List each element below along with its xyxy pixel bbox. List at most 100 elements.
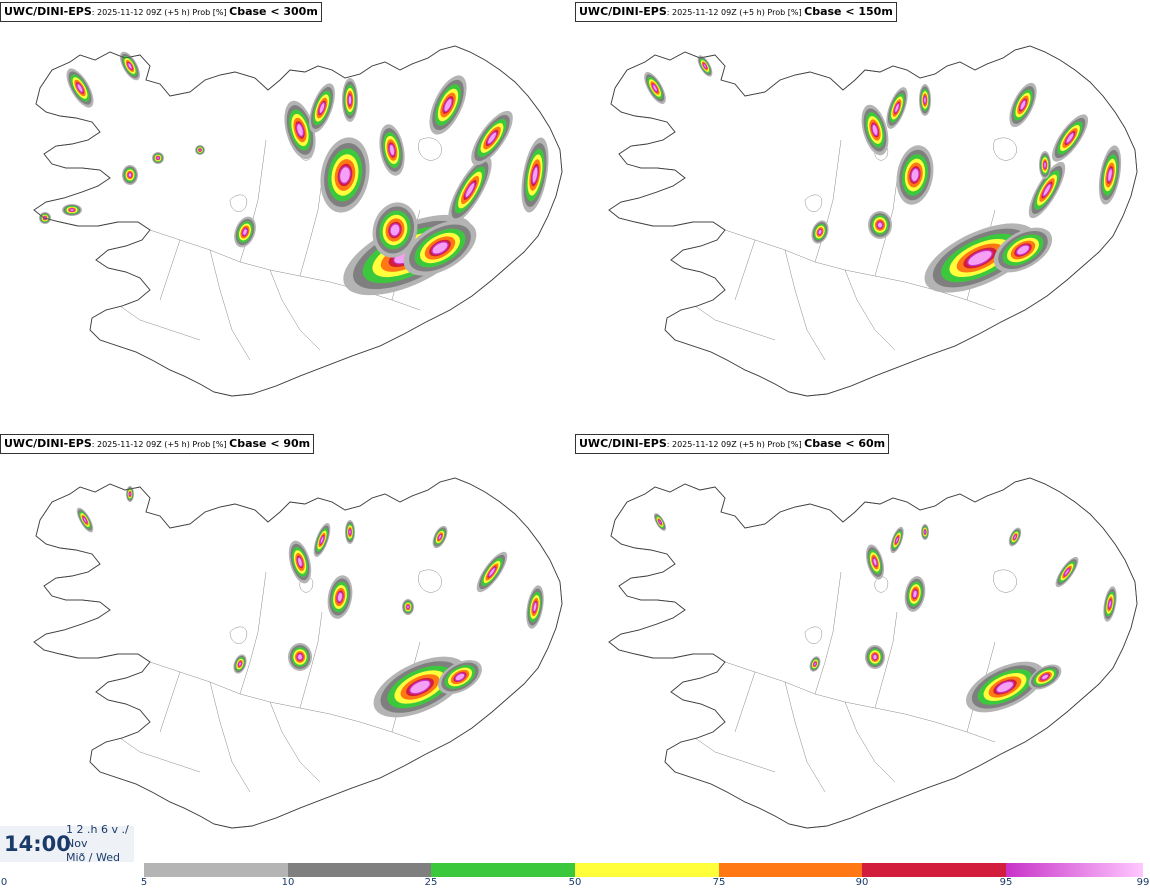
probability-contour	[295, 122, 305, 138]
probability-contour	[319, 535, 325, 545]
model-name: UWC/DINI-EPS	[579, 5, 667, 18]
probability-contour	[894, 102, 900, 114]
probability-contour	[336, 591, 344, 603]
probability-contour	[532, 601, 538, 613]
legend-tick-label: 90	[855, 877, 869, 888]
probability-contour	[1013, 534, 1017, 540]
legend-color-bin	[431, 863, 575, 877]
probability-contour	[339, 166, 351, 184]
legend-tick-label: 95	[999, 877, 1013, 888]
boundary-line	[694, 737, 776, 773]
probability-contour	[872, 557, 878, 567]
valid-time-weekday: Mið / Wed	[66, 851, 120, 862]
color-legend: 0 5 10 25 50 75 90 95 99	[0, 862, 1150, 891]
panel-title: UWC/DINI-EPS: 2025-11-12 09Z (+5 h) Prob…	[575, 2, 897, 22]
legend-color-bin	[575, 863, 719, 877]
legend-tick-label: 5	[140, 877, 148, 888]
probability-contour	[1106, 167, 1114, 183]
probability-contour	[437, 533, 443, 541]
probability-contour	[1063, 568, 1071, 576]
probability-contour	[388, 143, 396, 157]
boundary-line	[784, 681, 826, 793]
run-info: : 2025-11-12 09Z (+5 h) Prob [%]	[666, 440, 805, 449]
probability-contour	[871, 123, 879, 137]
legend-tick-label: 0	[0, 877, 8, 888]
map-panel-cbase-60: UWC/DINI-EPS: 2025-11-12 09Z (+5 h) Prob…	[575, 432, 1150, 862]
probability-contour	[389, 223, 401, 237]
probability-contour	[910, 167, 920, 183]
legend-color-bin	[144, 863, 288, 877]
probability-contour	[894, 536, 900, 544]
probability-contour	[872, 653, 878, 661]
boundary-line	[299, 611, 323, 709]
legend-color-bin	[862, 863, 1006, 877]
boundary-line	[418, 137, 442, 161]
probability-contour	[702, 63, 708, 69]
run-info: : 2025-11-12 09Z (+5 h) Prob [%]	[91, 8, 230, 17]
probability-contour	[464, 182, 476, 198]
probability-contour	[1015, 244, 1031, 256]
boundary-line	[159, 239, 181, 301]
boundary-line	[874, 611, 898, 709]
boundary-line	[844, 701, 896, 783]
probability-contour	[1043, 161, 1047, 169]
probability-contour	[127, 172, 133, 178]
boundary-line	[904, 281, 996, 311]
iceland-map	[608, 477, 1138, 829]
legend-tick-label: 50	[568, 877, 582, 888]
probability-contour	[658, 519, 662, 525]
probability-contour	[813, 661, 817, 667]
probability-contour	[128, 491, 132, 497]
probability-contour	[1107, 599, 1113, 609]
legend-tick-label: 99	[1136, 877, 1150, 888]
parameter-label: Cbase < 90m	[229, 437, 311, 450]
parameter-label: Cbase < 300m	[229, 5, 318, 18]
probability-contour	[237, 661, 243, 667]
probability-contour	[1040, 673, 1050, 681]
panel-title: UWC/DINI-EPS: 2025-11-12 09Z (+5 h) Prob…	[0, 2, 322, 22]
boundary-line	[119, 305, 201, 341]
boundary-line	[814, 571, 842, 695]
boundary-line	[784, 249, 826, 361]
valid-time-date-line: 1 2 .h 6 v ./	[66, 823, 129, 836]
parameter-label: Cbase < 60m	[804, 437, 886, 450]
probability-contour	[1065, 132, 1075, 144]
probability-contour	[531, 166, 539, 184]
boundary-line	[734, 239, 756, 301]
probability-contour	[995, 680, 1015, 694]
probability-field	[39, 51, 549, 296]
boundary-line	[329, 281, 421, 311]
probability-contour	[318, 101, 326, 115]
legend-color-bin	[288, 863, 431, 877]
map-panel-cbase-300: UWC/DINI-EPS: 2025-11-12 09Z (+5 h) Prob…	[0, 0, 575, 430]
valid-time-box: 14:00 1 2 .h 6 v ./ Nov Mið / Wed	[0, 823, 134, 862]
panel-title: UWC/DINI-EPS: 2025-11-12 09Z (+5 h) Prob…	[0, 434, 315, 454]
legend-tick-label: 10	[281, 877, 295, 888]
probability-contour	[76, 83, 84, 93]
boundary-line	[329, 713, 421, 743]
probability-contour	[1042, 183, 1052, 197]
run-info: : 2025-11-12 09Z (+5 h) Prob [%]	[666, 8, 805, 17]
boundary-line	[159, 671, 181, 733]
probability-contour	[296, 653, 304, 661]
probability-field	[653, 513, 1117, 713]
model-name: UWC/DINI-EPS	[4, 437, 92, 450]
boundary-line	[694, 305, 776, 341]
probability-contour	[198, 148, 202, 152]
iceland-map	[608, 45, 1138, 397]
probability-contour	[652, 83, 658, 93]
probability-contour	[127, 62, 133, 70]
probability-contour	[82, 516, 88, 524]
probability-contour	[488, 566, 496, 578]
boundary-line	[239, 571, 267, 695]
probability-contour	[409, 679, 431, 695]
probability-contour	[296, 556, 304, 568]
legend-tick-label: 25	[424, 877, 438, 888]
iceland-map	[33, 45, 563, 397]
boundary-line	[269, 269, 321, 351]
boundary-line	[734, 671, 756, 733]
probability-contour	[486, 131, 498, 145]
probability-contour	[817, 228, 823, 236]
boundary-line	[299, 179, 323, 277]
legend-color-bin	[1006, 863, 1143, 877]
